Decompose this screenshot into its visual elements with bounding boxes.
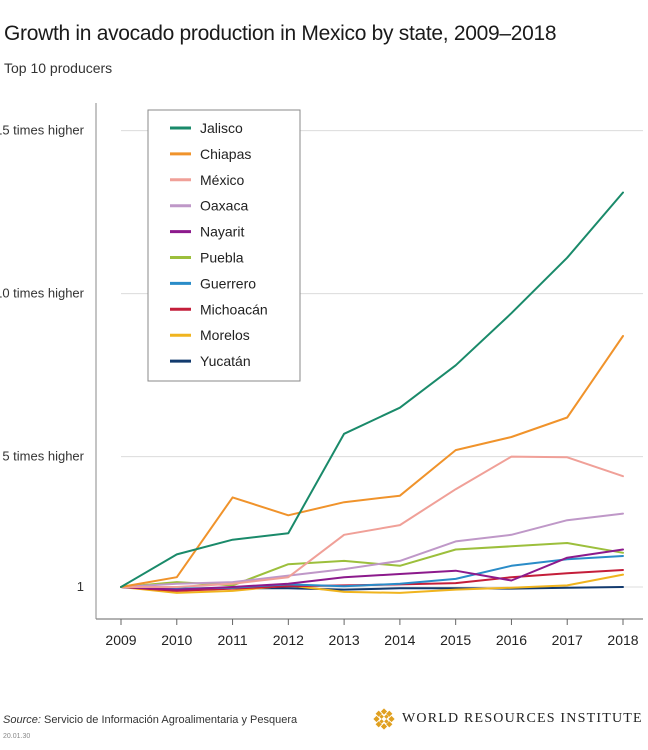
x-tick-label: 2011 — [218, 632, 248, 648]
x-tick-label: 2009 — [105, 632, 136, 648]
series-line-nayarit — [120, 548, 624, 591]
x-axis-tick-labels: 2009 2010 2011 2012 2013 2014 2015 2016 2017 2018 — [105, 619, 639, 648]
x-tick-label: 2014 — [384, 632, 415, 648]
series-line-morelos — [120, 573, 624, 594]
legend-label: Chiapas — [200, 146, 251, 162]
logo-petal — [373, 715, 380, 723]
x-tick-label: 2013 — [329, 632, 360, 648]
source-text: Servicio de Información Agroalimentaria … — [40, 714, 298, 726]
legend-label: Jalisco — [200, 120, 243, 136]
logo-petal — [380, 708, 388, 715]
legend: Jalisco Chiapas México Oaxaca Nayarit Puebla G… — [147, 109, 301, 382]
source-label: Source: — [3, 714, 41, 726]
x-tick-label: 2016 — [496, 632, 527, 648]
wri-logo-icon — [373, 708, 395, 730]
legend-label: Morelos — [200, 327, 250, 343]
series-lines — [120, 191, 624, 594]
y-tick-label: 10 times higher — [0, 286, 85, 301]
axes — [95, 103, 643, 620]
legend-label: Nayarit — [200, 224, 244, 240]
y-tick-label: 15 times higher — [0, 123, 85, 138]
x-tick-label: 2010 — [161, 632, 192, 648]
brand-name: WORLD RESOURCES INSTITUTE — [402, 711, 643, 726]
chart-subtitle: Top 10 producers — [4, 60, 113, 76]
wri-logo: WORLD RESOURCES INSTITUTE — [372, 707, 643, 731]
x-tick-label: 2012 — [273, 632, 304, 648]
series-line-chiapas — [120, 335, 624, 588]
series-line-méxico — [120, 455, 624, 588]
legend-label: México — [200, 172, 245, 188]
x-tick-label: 2018 — [607, 632, 638, 648]
date-stamp: 20.01.30 — [3, 733, 31, 740]
y-tick-label: 1 — [77, 579, 84, 594]
legend-label: Michoacán — [200, 301, 268, 317]
series-line-oaxaca — [120, 512, 624, 588]
x-tick-label: 2015 — [440, 632, 471, 648]
series-line-jalisco — [120, 191, 624, 588]
legend-label: Puebla — [200, 250, 244, 266]
chart-title: Growth in avocado production in Mexico b… — [4, 22, 557, 45]
y-tick-label: 5 times higher — [2, 449, 84, 464]
x-tick-label: 2017 — [552, 632, 583, 648]
legend-label: Guerrero — [200, 275, 256, 291]
logo-petal — [380, 723, 388, 730]
source-note: Source: Servicio de Información Agroalim… — [3, 714, 297, 726]
legend-label: Oaxaca — [200, 198, 248, 214]
legend-label: Yucatán — [200, 353, 251, 369]
logo-petal — [388, 715, 395, 723]
